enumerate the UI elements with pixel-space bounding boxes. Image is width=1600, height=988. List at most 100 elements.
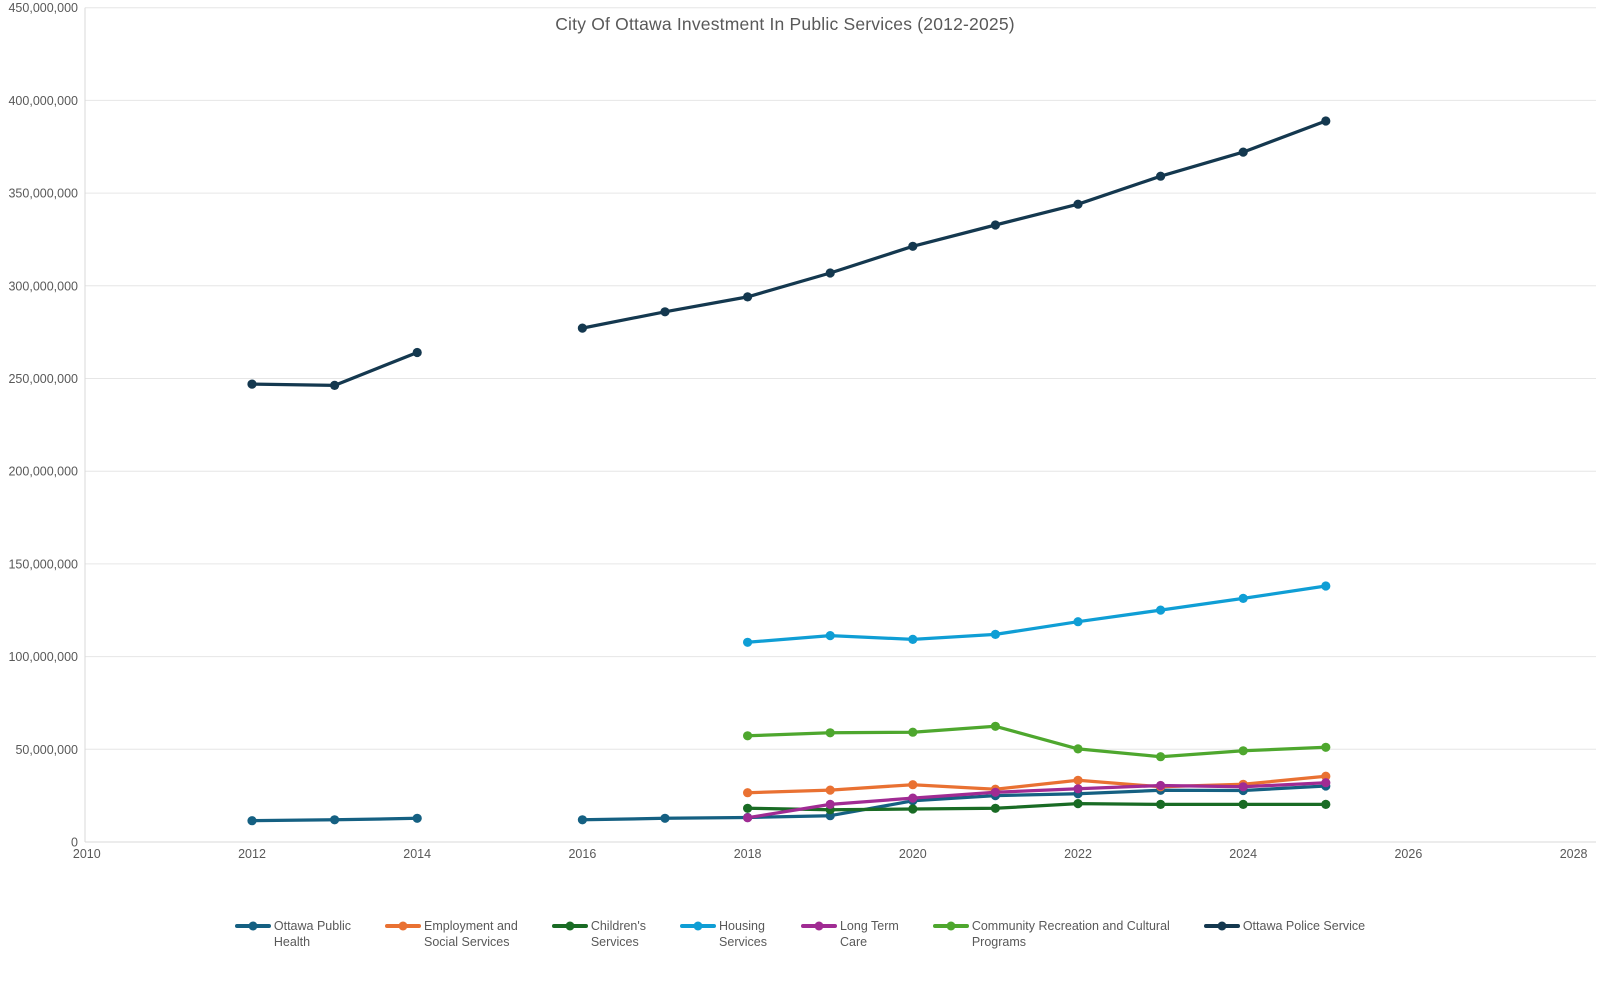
series-line bbox=[745, 781, 1328, 820]
chart-title: City Of Ottawa Investment In Public Serv… bbox=[555, 14, 1015, 34]
x-tick-label: 2022 bbox=[1064, 847, 1092, 861]
x-tick-label: 2024 bbox=[1229, 847, 1257, 861]
data-point bbox=[660, 813, 670, 823]
data-point bbox=[1156, 605, 1166, 615]
series-line bbox=[745, 774, 1328, 795]
y-tick-label: 250,000,000 bbox=[8, 372, 78, 386]
legend-label: Ottawa Public Health bbox=[273, 919, 352, 949]
data-point bbox=[1321, 778, 1331, 788]
series-children-s-services bbox=[743, 799, 1331, 815]
data-point bbox=[577, 815, 588, 825]
data-point bbox=[1321, 581, 1331, 591]
data-point bbox=[1321, 742, 1331, 752]
data-point bbox=[1156, 752, 1166, 762]
y-tick-label: 150,000,000 bbox=[8, 557, 78, 571]
legend-dot-icon bbox=[248, 921, 258, 931]
data-point bbox=[247, 379, 257, 389]
data-point bbox=[908, 804, 918, 814]
y-tick-label: 300,000,000 bbox=[8, 279, 78, 293]
data-point bbox=[1321, 116, 1331, 126]
data-point bbox=[1073, 799, 1083, 809]
legend-line-marker-icon bbox=[234, 921, 271, 931]
series-housing-services bbox=[743, 581, 1331, 647]
data-point bbox=[247, 816, 257, 826]
data-point bbox=[908, 727, 918, 737]
data-point bbox=[1238, 593, 1248, 604]
data-point bbox=[1073, 784, 1083, 794]
y-tick-label: 50,000,000 bbox=[15, 743, 78, 757]
series-community-recreation-and-cultural-programs bbox=[743, 721, 1331, 762]
y-tick-label: 400,000,000 bbox=[8, 94, 78, 108]
data-point bbox=[825, 785, 835, 795]
data-point bbox=[990, 721, 1001, 731]
data-point bbox=[990, 803, 1001, 813]
legend-label: Long Term Care bbox=[839, 919, 899, 949]
data-point bbox=[743, 731, 753, 741]
x-tick-label: 2018 bbox=[734, 847, 762, 861]
x-tick-label: 2010 bbox=[73, 847, 101, 861]
data-point bbox=[660, 307, 670, 317]
legend-item-housing-services: Housing Services bbox=[680, 918, 767, 950]
legend-line-marker-icon bbox=[800, 921, 837, 931]
legend-line-marker-icon bbox=[680, 921, 717, 931]
data-point bbox=[908, 241, 918, 251]
x-tick-label: 2020 bbox=[899, 847, 927, 861]
data-point bbox=[743, 788, 753, 798]
x-tick-label: 2026 bbox=[1394, 847, 1422, 861]
data-point bbox=[743, 803, 753, 813]
x-tick-label: 2016 bbox=[568, 847, 596, 861]
data-point bbox=[1073, 617, 1083, 627]
x-tick-label: 2028 bbox=[1560, 847, 1588, 861]
data-point bbox=[412, 813, 422, 823]
series-line bbox=[745, 584, 1328, 644]
legend-dot-icon bbox=[814, 921, 824, 931]
data-point bbox=[990, 220, 1001, 230]
legend-item-employment-and-social-services: Employment and Social Services bbox=[385, 918, 518, 950]
y-tick-label: 200,000,000 bbox=[8, 465, 78, 479]
legend: Ottawa Public Health Employment and Social … bbox=[0, 918, 1600, 950]
data-point bbox=[1073, 775, 1083, 785]
legend-item-long-term-care: Long Term Care bbox=[800, 918, 899, 950]
legend-label: Ottawa Police Service bbox=[1242, 919, 1366, 933]
series-line bbox=[745, 801, 1328, 812]
data-point bbox=[908, 793, 918, 803]
data-point bbox=[330, 815, 340, 825]
series-line bbox=[250, 119, 1328, 388]
legend-dot-icon bbox=[946, 921, 956, 931]
data-point bbox=[743, 637, 753, 647]
data-point bbox=[743, 292, 753, 302]
data-point bbox=[1073, 744, 1083, 754]
legend-dot-icon bbox=[1217, 921, 1227, 931]
series-long-term-care bbox=[743, 778, 1331, 823]
legend-line-marker-icon bbox=[385, 921, 422, 931]
legend-item-ottawa-police-service: Ottawa Police Service bbox=[1203, 918, 1366, 934]
series-line bbox=[745, 724, 1328, 759]
legend-label: Employment and Social Services bbox=[424, 919, 518, 949]
data-point bbox=[990, 787, 1001, 797]
legend-item-community-recreation-and-cultural-programs: Community Recreation and Cultural Program… bbox=[932, 918, 1170, 950]
data-point bbox=[1156, 171, 1166, 181]
x-tick-label: 2012 bbox=[238, 847, 266, 861]
legend-line-marker-icon bbox=[551, 921, 588, 931]
legend-dot-icon bbox=[565, 921, 575, 931]
legend-label: Housing Services bbox=[719, 919, 767, 949]
data-point bbox=[1073, 199, 1083, 209]
legend-dot-icon bbox=[693, 921, 703, 931]
y-tick-label: 0 bbox=[71, 836, 78, 850]
data-point bbox=[990, 629, 1001, 640]
data-point bbox=[825, 268, 835, 278]
data-point bbox=[743, 813, 753, 823]
data-point bbox=[1238, 799, 1248, 810]
data-point bbox=[825, 799, 835, 810]
data-point bbox=[1238, 782, 1248, 792]
legend-item-children-s-services: Children's Services bbox=[551, 918, 647, 950]
data-point bbox=[577, 323, 588, 333]
legend-line-marker-icon bbox=[1203, 921, 1240, 931]
legend-label: Community Recreation and Cultural Program… bbox=[971, 919, 1170, 949]
legend-label: Children's Services bbox=[590, 919, 647, 949]
y-tick-label: 350,000,000 bbox=[8, 187, 78, 201]
x-tick-label: 2014 bbox=[403, 847, 431, 861]
y-tick-label: 450,000,000 bbox=[8, 1, 78, 15]
data-point bbox=[1238, 746, 1248, 756]
